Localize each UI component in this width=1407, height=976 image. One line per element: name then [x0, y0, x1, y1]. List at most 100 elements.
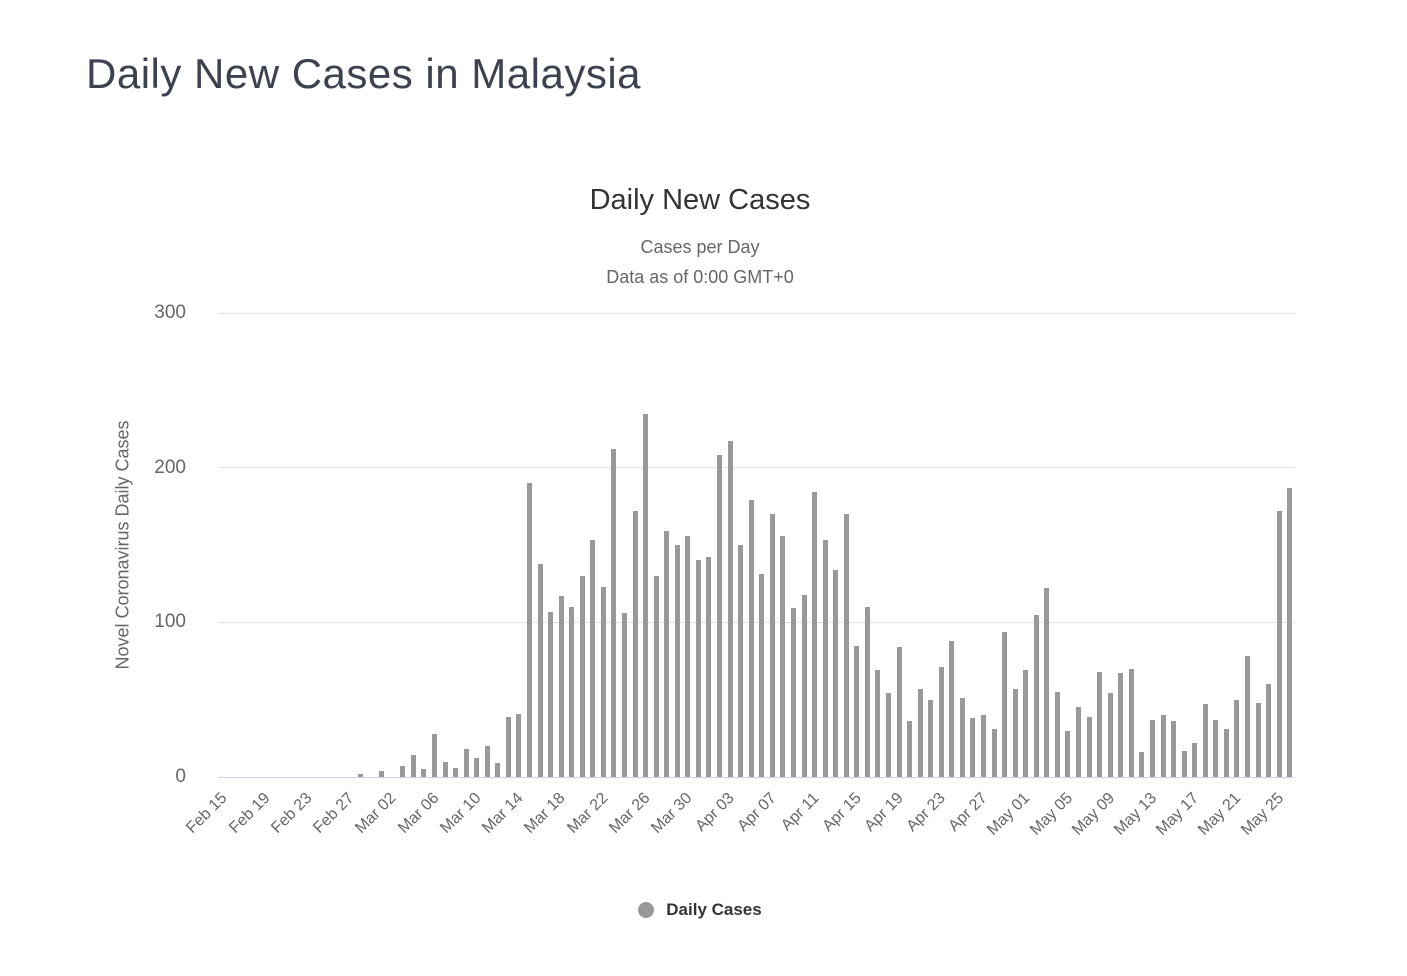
bar-mar-01[interactable]: [379, 770, 385, 777]
bar-may-17[interactable]: [1192, 742, 1198, 777]
bar-may-16[interactable]: [1181, 750, 1187, 777]
bar-mar-28[interactable]: [664, 531, 670, 777]
bar-apr-21[interactable]: [917, 688, 923, 777]
bar-apr-07[interactable]: [769, 514, 775, 777]
bar-mar-11[interactable]: [484, 746, 490, 777]
bar-mar-10[interactable]: [474, 758, 480, 777]
bar-apr-22[interactable]: [928, 699, 934, 777]
bar-mar-19[interactable]: [569, 606, 575, 777]
bar-mar-05[interactable]: [421, 769, 427, 777]
bar-apr-18[interactable]: [885, 693, 891, 777]
bar-apr-06[interactable]: [759, 574, 765, 777]
bar-may-13[interactable]: [1149, 719, 1155, 777]
bar-mar-30[interactable]: [685, 535, 691, 777]
bar-apr-08[interactable]: [780, 535, 786, 777]
bar-apr-01[interactable]: [706, 557, 712, 777]
chart-subtitle-line1: Cases per Day: [640, 237, 760, 257]
bar-mar-09[interactable]: [463, 749, 469, 777]
bar-apr-09[interactable]: [790, 608, 796, 777]
bar-apr-28[interactable]: [991, 729, 997, 777]
y-tick-label-0: 0: [175, 766, 186, 787]
bar-mar-03[interactable]: [400, 766, 406, 777]
bar-mar-15[interactable]: [526, 483, 532, 777]
page-title: Daily New Cases in Malaysia: [86, 50, 642, 97]
x-tick-label: Mar 26: [606, 789, 654, 837]
bar-apr-12[interactable]: [822, 540, 828, 777]
bar-apr-16[interactable]: [864, 606, 870, 777]
bar-may-09[interactable]: [1107, 693, 1113, 777]
bar-mar-16[interactable]: [537, 563, 543, 777]
bar-apr-03[interactable]: [727, 441, 733, 777]
bar-mar-23[interactable]: [611, 449, 617, 777]
bar-may-05[interactable]: [1065, 730, 1071, 777]
bar-apr-15[interactable]: [854, 645, 860, 777]
bar-mar-08[interactable]: [453, 767, 459, 777]
bar-mar-06[interactable]: [431, 733, 437, 777]
bar-apr-24[interactable]: [949, 640, 955, 777]
bar-may-25[interactable]: [1276, 510, 1282, 777]
bar-may-06[interactable]: [1076, 707, 1082, 777]
bar-may-21[interactable]: [1234, 699, 1240, 777]
x-tick-label: Mar 18: [521, 789, 569, 837]
bar-may-10[interactable]: [1118, 673, 1124, 777]
bar-may-20[interactable]: [1223, 729, 1229, 777]
bar-apr-23[interactable]: [938, 667, 944, 777]
x-tick-label: Apr 15: [819, 789, 865, 835]
bar-may-15[interactable]: [1171, 721, 1177, 777]
x-tick-label: May 21: [1195, 789, 1245, 839]
bar-mar-24[interactable]: [622, 613, 627, 777]
bar-may-14[interactable]: [1160, 715, 1166, 777]
x-tick-label: May 05: [1026, 789, 1076, 839]
bar-apr-04[interactable]: [738, 545, 744, 777]
bar-may-12[interactable]: [1139, 752, 1145, 777]
bar-may-18[interactable]: [1202, 704, 1208, 777]
bar-may-24[interactable]: [1266, 684, 1272, 777]
bar-mar-18[interactable]: [558, 596, 564, 777]
bar-mar-04[interactable]: [410, 755, 416, 777]
bar-apr-26[interactable]: [970, 718, 976, 777]
bar-mar-07[interactable]: [442, 761, 448, 777]
bar-apr-27[interactable]: [981, 715, 986, 777]
bar-mar-26[interactable]: [643, 413, 649, 777]
bar-apr-19[interactable]: [896, 647, 902, 777]
x-tick-label: May 09: [1068, 789, 1118, 839]
x-tick-label: Apr 27: [945, 789, 992, 835]
bar-apr-13[interactable]: [833, 569, 839, 777]
bar-mar-22[interactable]: [600, 586, 606, 777]
bar-apr-29[interactable]: [1002, 631, 1008, 777]
bar-mar-29[interactable]: [674, 545, 680, 777]
bar-mar-20[interactable]: [579, 575, 585, 777]
bar-may-23[interactable]: [1255, 702, 1261, 777]
bar-mar-27[interactable]: [653, 575, 659, 777]
bar-apr-20[interactable]: [907, 721, 913, 777]
bar-apr-10[interactable]: [801, 594, 807, 777]
bar-mar-12[interactable]: [495, 763, 501, 777]
bar-may-04[interactable]: [1054, 691, 1060, 777]
bar-apr-25[interactable]: [959, 698, 965, 777]
bar-may-11[interactable]: [1128, 668, 1134, 777]
legend-item-daily-cases[interactable]: Daily Cases: [100, 900, 1300, 920]
bar-may-07[interactable]: [1086, 716, 1092, 777]
bar-may-02[interactable]: [1033, 614, 1039, 777]
bar-feb-28[interactable]: [358, 773, 364, 777]
bar-apr-14[interactable]: [843, 514, 849, 777]
bar-apr-05[interactable]: [748, 500, 754, 777]
bar-mar-31[interactable]: [695, 560, 701, 777]
bar-mar-14[interactable]: [516, 713, 522, 777]
bar-apr-11[interactable]: [812, 492, 818, 777]
bar-mar-25[interactable]: [632, 510, 638, 777]
bar-mar-21[interactable]: [590, 540, 596, 777]
bar-apr-30[interactable]: [1012, 688, 1018, 777]
bar-mar-17[interactable]: [548, 611, 554, 777]
bar-apr-17[interactable]: [875, 670, 881, 777]
bar-may-08[interactable]: [1097, 671, 1103, 777]
bar-may-26[interactable]: [1287, 487, 1293, 777]
bar-may-19[interactable]: [1213, 719, 1219, 777]
bar-may-01[interactable]: [1023, 670, 1029, 777]
y-tick-label-300: 300: [154, 302, 186, 323]
bar-mar-13[interactable]: [505, 716, 511, 777]
chart-subtitle-line2: Data as of 0:00 GMT+0: [606, 267, 794, 287]
bar-may-03[interactable]: [1044, 588, 1050, 777]
bar-apr-02[interactable]: [717, 455, 723, 777]
bar-may-22[interactable]: [1244, 656, 1250, 777]
